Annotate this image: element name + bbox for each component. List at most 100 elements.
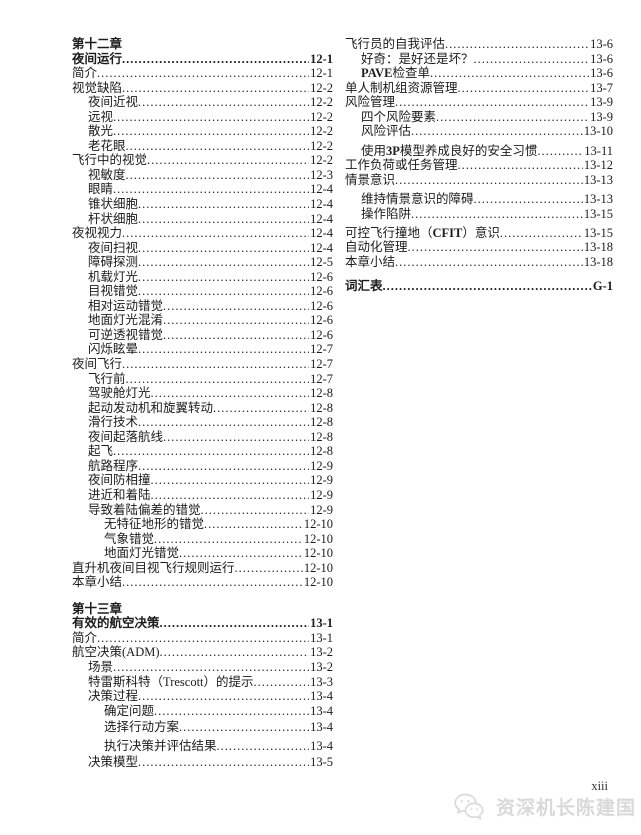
toc-entry-label: 散光 <box>88 124 114 139</box>
toc-entry-label: 直升机夜间目视飞行规则运行 <box>72 560 235 575</box>
toc-entry-label: 四个风险要素 <box>361 109 437 124</box>
toc-section: 飞行员的自我评估13-6好奇：是好还是坏？13-6PAVE检查单13-6单人制机… <box>345 37 613 294</box>
toc-row: 夜间扫视 12-4 <box>72 241 333 256</box>
toc-entry-page: 13-13 <box>583 172 613 187</box>
watermark-text: 资深机长陈建国 <box>495 797 636 819</box>
toc-entry-label: 锥状细胞 <box>88 197 139 212</box>
toc-entry-page: 12-4 <box>310 182 333 197</box>
toc-dot-leader <box>201 503 310 518</box>
toc-entry-page: 13-4 <box>310 720 333 735</box>
toc-entry-page: 12-10 <box>303 517 333 532</box>
toc-entry-page: 12-2 <box>310 80 333 95</box>
toc-entry-label: 好奇：是好还是坏？ <box>361 51 474 66</box>
toc-entry-page: 13-4 <box>310 703 333 718</box>
toc-row: 使用3P模型养成良好的安全习惯 13-11 <box>345 144 613 159</box>
toc-entry-page: 13-18 <box>583 240 613 255</box>
toc-entry-label: 使用3P模型养成良好的安全习惯 <box>361 143 538 158</box>
toc-dot-leader <box>154 704 309 719</box>
toc-entry-page: 12-8 <box>310 386 333 401</box>
toc-row: 可逆透视错觉 12-6 <box>72 328 333 343</box>
toc-entry-label: 滑行技术 <box>88 415 139 430</box>
toc-dot-leader <box>213 401 309 416</box>
toc-dot-leader <box>235 561 303 576</box>
toc-entry-label: 机载灯光 <box>88 269 139 284</box>
toc-entry-label: 选择行动方案 <box>104 720 180 735</box>
toc-entry-page: 12-2 <box>310 138 333 153</box>
toc-dot-leader <box>500 226 583 241</box>
toc-row: 好奇：是好还是坏？ 13-6 <box>345 52 613 67</box>
toc-row: 风险评估 13-10 <box>345 124 613 139</box>
chapter-heading: 第十二章 <box>72 37 123 51</box>
toc-dot-leader <box>122 357 309 372</box>
toc-row: 词汇表 G-1 <box>345 279 613 294</box>
toc-dot-leader <box>163 313 309 328</box>
toc-dot-leader <box>154 532 303 547</box>
toc-row: 场景 13-2 <box>72 660 333 675</box>
toc-entry-label: 夜间起落航线 <box>88 429 164 444</box>
toc-row: 夜间飞行 12-7 <box>72 357 333 372</box>
toc-row: 可控飞行撞地（CFIT）意识 13-15 <box>345 226 613 241</box>
toc-dot-leader <box>138 95 309 110</box>
toc-entry-label: 夜间防相撞 <box>88 473 151 488</box>
toc-dot-leader <box>204 517 303 532</box>
toc-entry-label: 无特征地形的错觉 <box>104 517 205 532</box>
toc-dot-leader <box>138 689 309 704</box>
toc-dot-leader <box>113 660 309 675</box>
toc-dot-leader <box>474 192 583 207</box>
toc-entry-label: PAVE检查单 <box>361 66 431 81</box>
toc-dot-leader <box>138 270 309 285</box>
toc-row: 散光 12-2 <box>72 124 333 139</box>
toc-entry-label: 视觉缺陷 <box>72 80 123 95</box>
toc-dot-leader <box>151 473 310 488</box>
toc-dot-leader <box>436 110 589 125</box>
toc-dot-leader <box>458 81 590 96</box>
toc-entry-page: 13-9 <box>590 109 613 124</box>
toc-entry-page: 12-8 <box>310 415 333 430</box>
toc-dot-leader <box>151 386 310 401</box>
toc-entry-label: 飞行中的视觉 <box>72 153 148 168</box>
toc-dot-leader <box>138 459 309 474</box>
toc-row: 眼睛 12-4 <box>72 182 333 197</box>
toc-entry-page: 12-9 <box>310 502 333 517</box>
toc-entry-page: 13-15 <box>583 225 613 240</box>
toc-row: 老花眼 12-2 <box>72 139 333 154</box>
toc-dot-leader <box>122 52 309 67</box>
toc-dot-leader <box>113 182 309 197</box>
toc-column-right: 飞行员的自我评估13-6好奇：是好还是坏？13-6PAVE检查单13-6单人制机… <box>345 37 613 294</box>
toc-entry-page: 12-7 <box>310 357 333 372</box>
toc-entry-page: 13-2 <box>310 645 333 660</box>
toc-row: 执行决策并评估结果 13-4 <box>72 739 333 754</box>
toc-entry-label: 场景 <box>88 659 114 674</box>
toc-dot-leader <box>411 124 583 139</box>
toc-dot-leader <box>254 675 310 690</box>
toc-entry-label: 可逆透视错觉 <box>88 327 164 342</box>
toc-entry-label: 风险评估 <box>361 124 412 139</box>
toc-entry-label: 本章小结 <box>72 575 123 590</box>
toc-entry-label: 夜间扫视 <box>88 240 139 255</box>
toc-entry-page: 12-2 <box>310 109 333 124</box>
toc-row: 气象错觉 12-10 <box>72 532 333 547</box>
toc-dot-leader <box>97 66 309 81</box>
toc-row: 风险管理 13-9 <box>345 95 613 110</box>
toc-dot-leader <box>430 66 589 81</box>
toc-entry-page: 12-6 <box>310 327 333 342</box>
toc-entry-page: 12-1 <box>310 51 333 66</box>
toc-entry-label: 维持情景意识的障碍 <box>361 192 474 207</box>
toc-entry-page: 12-7 <box>310 342 333 357</box>
toc-row: 本章小结 12-10 <box>72 575 333 590</box>
toc-row: 飞行中的视觉 12-2 <box>72 153 333 168</box>
toc-row: 简介 12-1 <box>72 66 333 81</box>
toc-row: 无特征地形的错觉 12-10 <box>72 517 333 532</box>
toc-entry-label: 执行决策并评估结果 <box>104 738 217 753</box>
toc-dot-leader <box>138 755 309 770</box>
toc-entry-page: 12-2 <box>310 153 333 168</box>
toc-dot-leader <box>474 52 590 67</box>
toc-entry-label: 气象错觉 <box>104 531 155 546</box>
chapter-heading: 第十三章 <box>72 601 123 616</box>
toc-row: 夜间防相撞 12-9 <box>72 473 333 488</box>
toc-dot-leader <box>445 37 589 52</box>
toc-row: 确定问题 13-4 <box>72 704 333 719</box>
toc-dot-leader <box>163 299 309 314</box>
